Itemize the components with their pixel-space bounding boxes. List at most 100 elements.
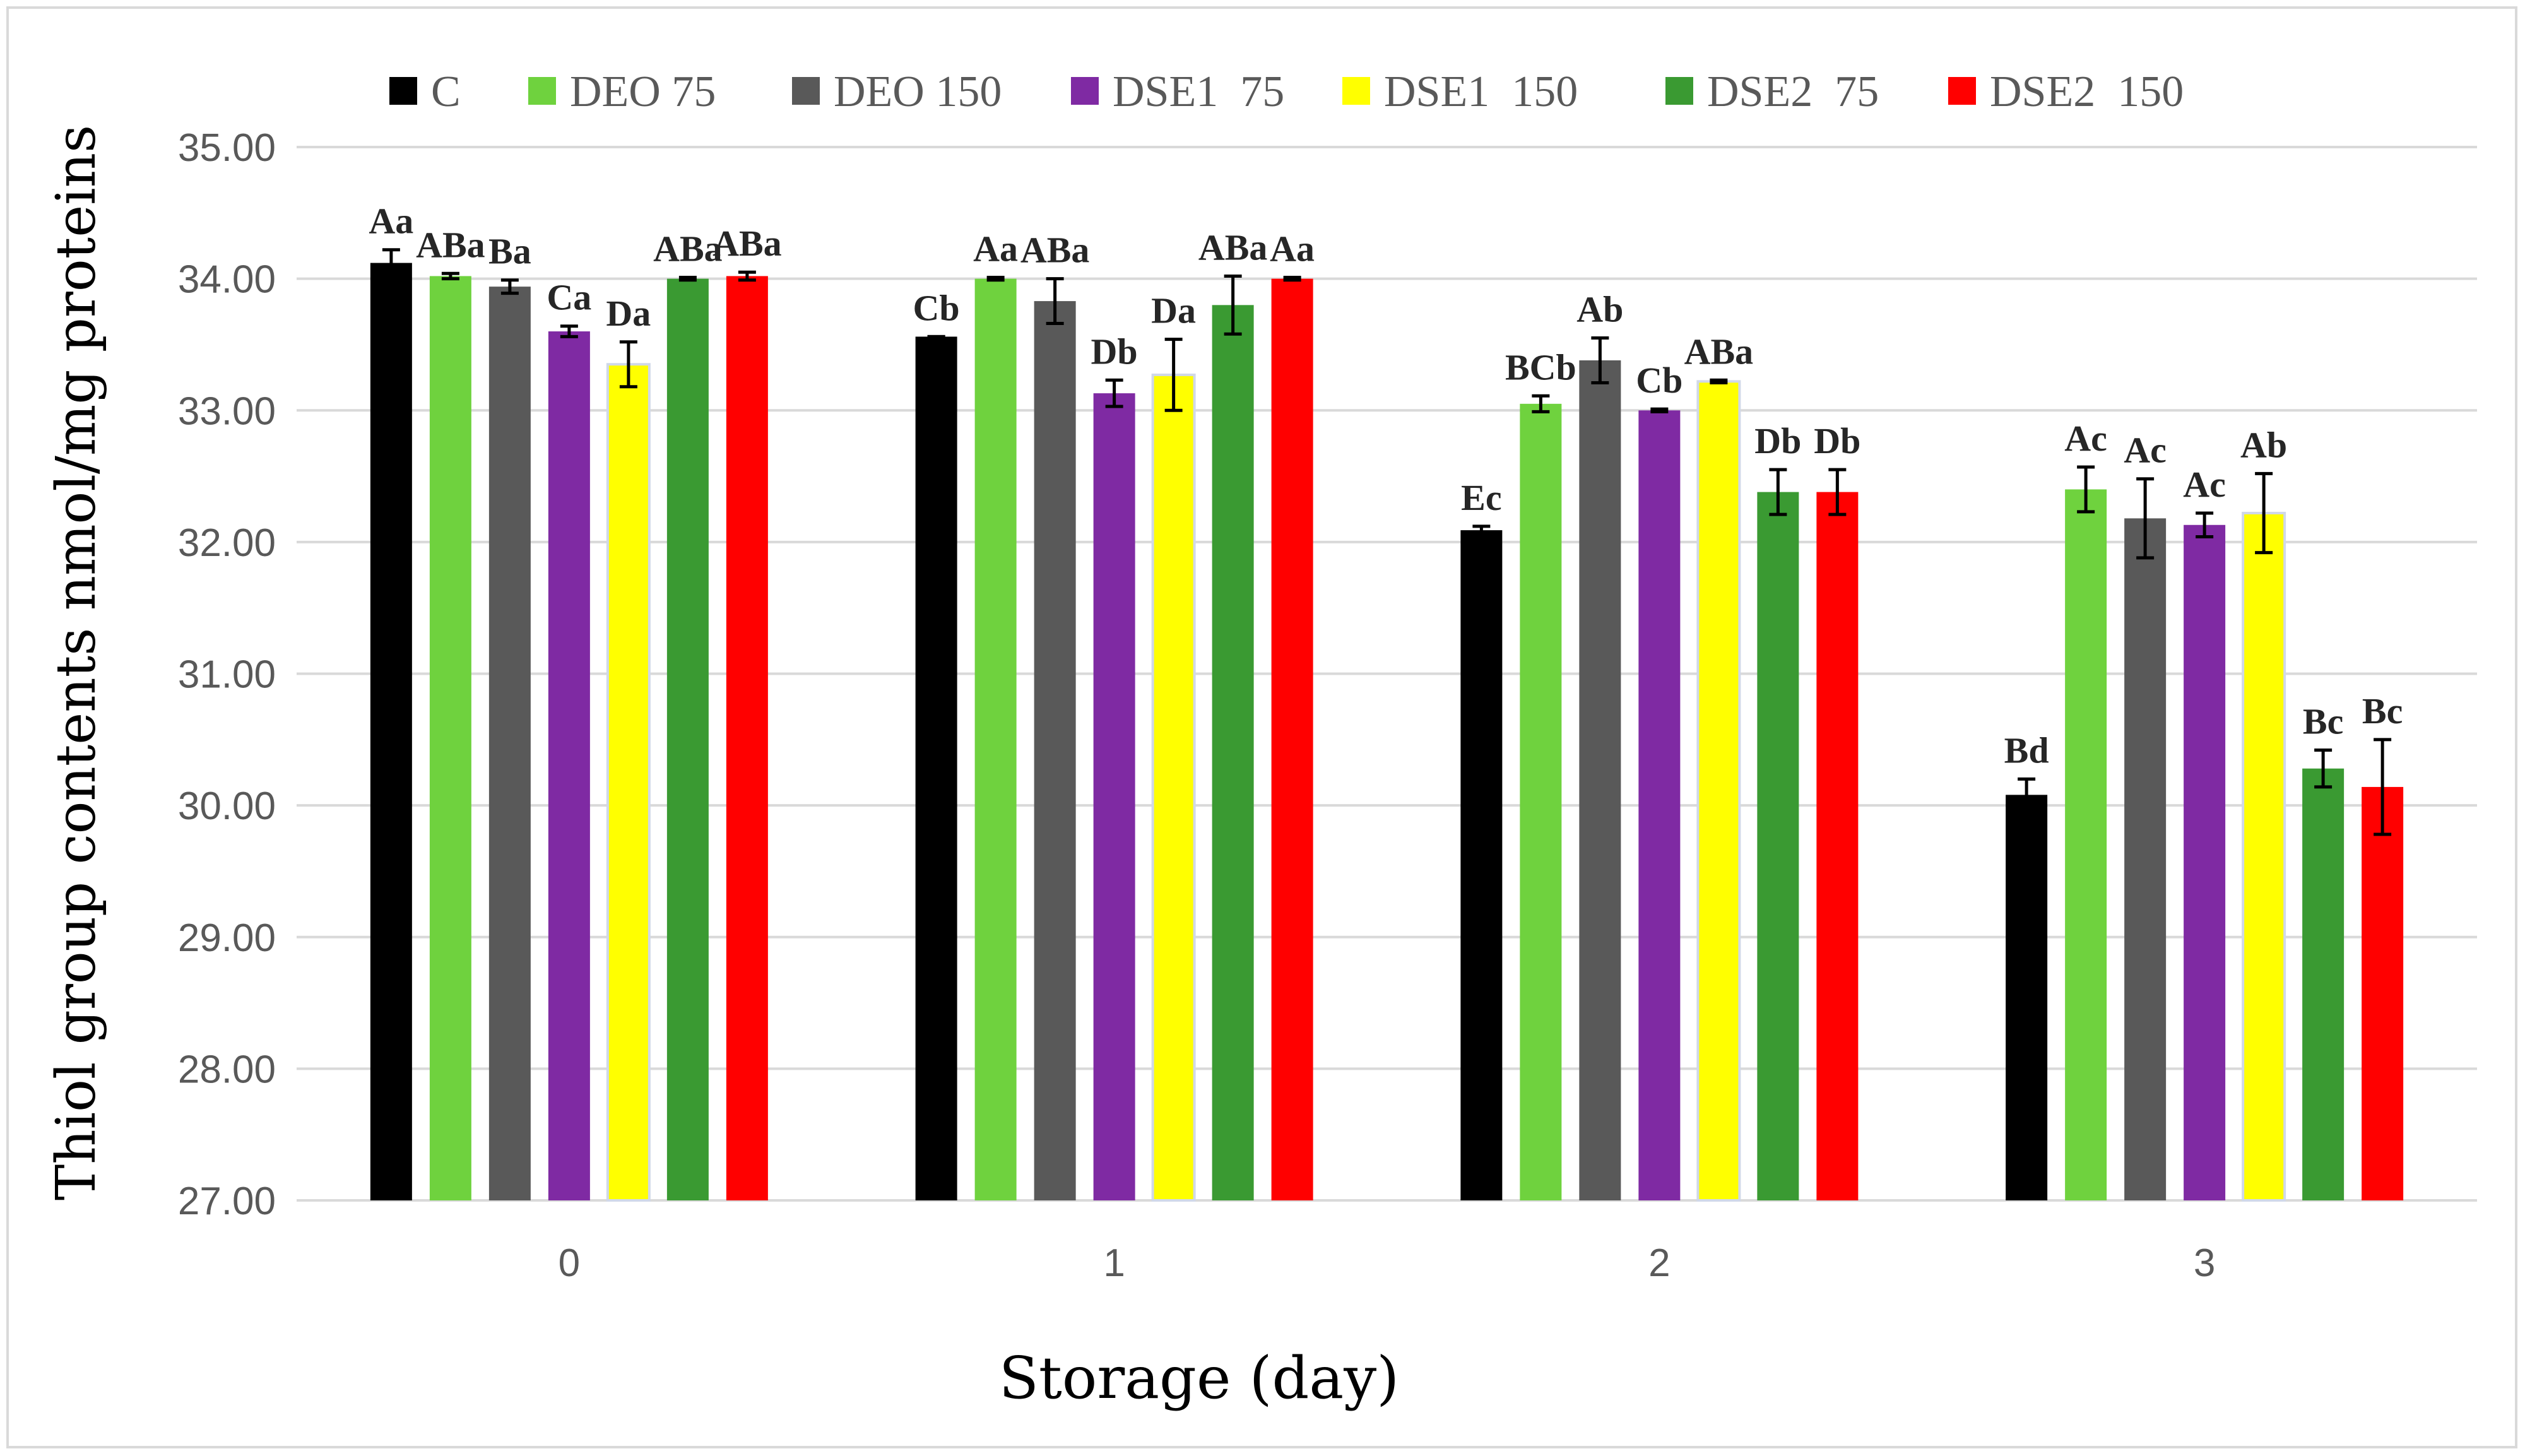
bar-deo-150-day-3 xyxy=(2124,518,2167,1200)
bar-dse1-150-day-2 xyxy=(1696,380,1741,1202)
bar-dse1-75-day-0 xyxy=(548,331,590,1201)
bar-deo-75-day-2 xyxy=(1520,403,1562,1200)
legend-label: C xyxy=(431,68,461,116)
legend-item: DEO 150 xyxy=(792,68,1002,116)
y-tick-label: 32.00 xyxy=(178,521,276,565)
bar-dse1-150-day-1 xyxy=(1151,373,1196,1202)
error-bar xyxy=(1828,468,1847,516)
error-bars xyxy=(382,248,2392,836)
legend-swatch xyxy=(528,77,556,105)
significance-label: Cb xyxy=(1636,360,1682,401)
bar-dse1-150-day-0 xyxy=(606,363,651,1202)
legend-item: C xyxy=(389,68,461,116)
x-tick-label: 1 xyxy=(1103,1241,1125,1285)
error-bar xyxy=(560,324,578,338)
x-axis-ticks: 0 1 2 3 xyxy=(559,1241,2216,1285)
significance-label: Ab xyxy=(2240,424,2287,465)
significance-label: Cb xyxy=(913,287,960,328)
y-tick-label: 33.00 xyxy=(178,389,276,433)
significance-label: Ec xyxy=(1461,477,1501,518)
x-axis-title: Storage (day) xyxy=(999,1344,1399,1412)
bar-deo-75-day-3 xyxy=(2065,489,2107,1200)
error-bar xyxy=(1472,524,1491,536)
bar-c-day-1 xyxy=(915,336,957,1201)
legend-item: DSE1 150 xyxy=(1342,68,1578,116)
error-bar xyxy=(738,270,756,282)
bar-dse2-75-day-2 xyxy=(1757,492,1799,1201)
significance-label: ABa xyxy=(1198,227,1268,268)
significance-label: Ca xyxy=(547,277,591,318)
legend-item: DSE1 75 xyxy=(1071,68,1284,116)
significance-label: Ac xyxy=(2124,430,2167,471)
y-tick-label: 31.00 xyxy=(178,653,276,697)
error-bar xyxy=(382,248,400,278)
significance-label: Aa xyxy=(1270,228,1315,269)
error-bar xyxy=(2374,738,2392,836)
significance-label: ABa xyxy=(653,228,723,269)
bar-dse1-75-day-2 xyxy=(1638,410,1681,1200)
bar-dse2-150-day-3 xyxy=(2362,786,2404,1200)
error-bar xyxy=(678,276,697,282)
x-tick-label: 2 xyxy=(1648,1241,1670,1285)
significance-label: ABa xyxy=(1684,331,1754,372)
error-bar xyxy=(2018,777,2036,812)
error-bar xyxy=(1283,276,1301,282)
significance-label: Db xyxy=(1814,420,1860,461)
y-axis-title: Thiol group contents nmol/mg proteins xyxy=(45,125,108,1200)
error-bar xyxy=(441,271,459,281)
bar-dse2-75-day-0 xyxy=(666,278,709,1200)
legend-swatch xyxy=(1071,77,1099,105)
significance-label: Ac xyxy=(2064,418,2107,459)
y-tick-label: 34.00 xyxy=(178,258,276,302)
bar-dse2-150-day-2 xyxy=(1816,492,1859,1201)
error-bar xyxy=(1710,378,1728,384)
bar-dse1-75-day-3 xyxy=(2184,524,2226,1201)
y-tick-label: 27.00 xyxy=(178,1180,276,1223)
y-tick-label: 29.00 xyxy=(178,916,276,960)
legend-label: DSE2 75 xyxy=(1707,68,1879,116)
error-bar xyxy=(986,276,1005,282)
significance-label: Aa xyxy=(369,201,413,242)
significance-label: Bc xyxy=(2303,701,2343,742)
error-bar xyxy=(2255,471,2273,555)
error-bar xyxy=(1105,378,1123,408)
error-bar xyxy=(1046,277,1064,326)
bar-dse2-150-day-1 xyxy=(1271,278,1313,1200)
gridlines xyxy=(297,146,2477,1202)
legend-swatch xyxy=(1665,77,1693,105)
significance-label: Ba xyxy=(488,231,531,272)
bar-deo-75-day-0 xyxy=(429,276,471,1200)
error-bar xyxy=(619,340,637,389)
legend-label: DSE1 150 xyxy=(1384,68,1578,116)
legend-swatch xyxy=(792,77,820,105)
error-bar xyxy=(2314,749,2333,789)
significance-label: Bd xyxy=(2004,730,2049,771)
bar-dse2-75-day-3 xyxy=(2302,768,2345,1200)
error-bar xyxy=(1650,407,1669,413)
legend-item: DSE2 150 xyxy=(1948,68,2184,116)
y-tick-label: 30.00 xyxy=(178,784,276,828)
significance-label: Db xyxy=(1754,420,1801,461)
significance-label: ABa xyxy=(1020,230,1090,271)
bar-deo-150-day-2 xyxy=(1579,360,1621,1201)
bar-deo-150-day-0 xyxy=(488,287,531,1201)
bar-c-day-2 xyxy=(1460,530,1503,1200)
significance-label: Aa xyxy=(973,228,1018,269)
legend-swatch xyxy=(1342,77,1370,105)
error-bar xyxy=(2077,465,2095,514)
legend-item: DEO 75 xyxy=(528,68,716,116)
bar-dse1-150-day-3 xyxy=(2242,511,2286,1202)
significance-label: Db xyxy=(1091,331,1138,372)
significance-label: ABa xyxy=(416,224,485,265)
significance-label: Da xyxy=(1151,290,1196,331)
error-bar xyxy=(1164,338,1183,412)
legend-swatch xyxy=(1948,77,1976,105)
x-tick-label: 0 xyxy=(559,1241,580,1285)
legend-label: DEO 150 xyxy=(834,68,1002,116)
significance-label: Bc xyxy=(2362,690,2403,731)
y-tick-label: 35.00 xyxy=(178,126,276,170)
significance-label: ABa xyxy=(713,223,782,264)
legend-label: DSE1 75 xyxy=(1113,68,1284,116)
y-tick-label: 28.00 xyxy=(178,1048,276,1091)
